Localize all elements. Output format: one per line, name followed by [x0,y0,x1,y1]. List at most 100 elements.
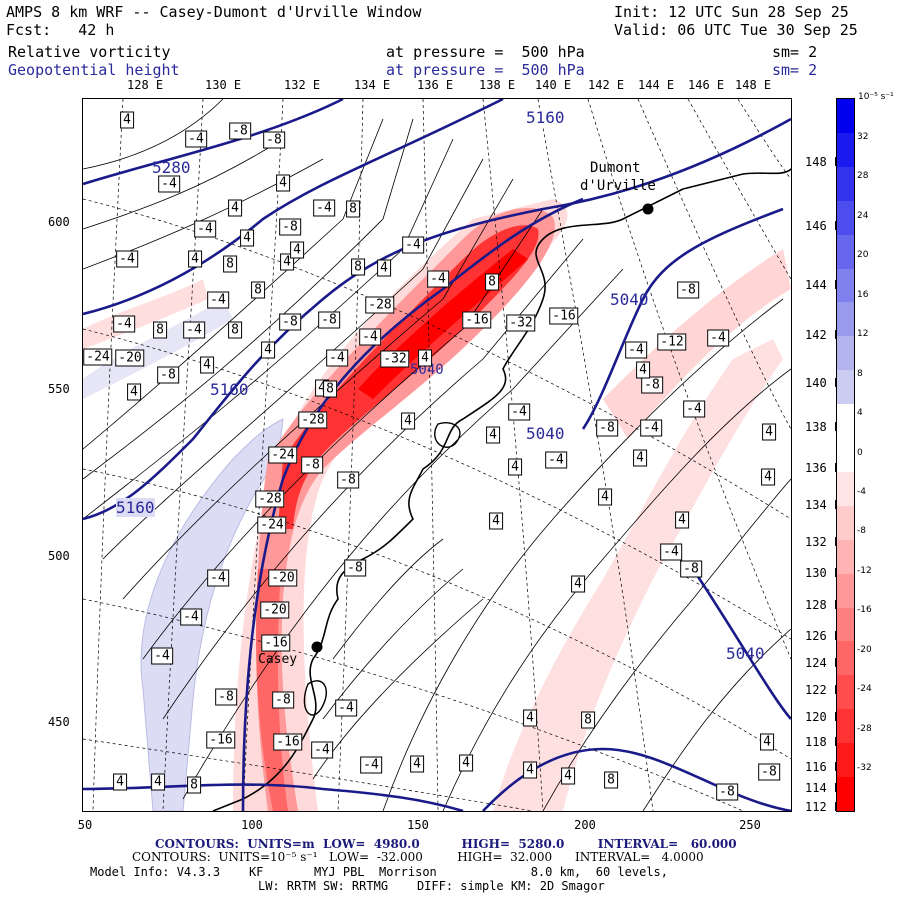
vorticity-value-label: -8 [337,471,359,489]
lon-label-right: 116 E [805,760,842,774]
colorbar-label: -8 [857,526,866,537]
vorticity-value-label: 4 [240,229,254,247]
vorticity-value-label: 4 [459,754,473,772]
lon-label-top: 128 E [127,78,164,92]
vorticity-value-label: 4 [228,199,242,217]
vorticity-value-label: 8 [323,380,337,398]
vorticity-value-label: 8 [485,273,499,291]
vorticity-value-label: -4 [508,403,530,421]
vorticity-value-label: 4 [561,767,575,785]
vorticity-value-label: -8 [263,131,285,149]
x-tick: 150 [407,818,429,832]
footer-physics-info: LW: RRTM SW: RRTMG DIFF: simple KM: 2D S… [258,879,605,893]
height-contour-label: 5160 [116,498,155,517]
vorticity-value-label: -4 [326,349,348,367]
lon-label-top: 148 E [735,78,772,92]
vorticity-value-label: -16 [261,634,291,652]
map-title: AMPS 8 km WRF -- Casey-Dumont d'Urville … [6,3,422,21]
vorticity-value-label: -28 [365,296,395,314]
colorbar-label: 20 [857,250,869,261]
lon-label-top: 140 E [535,78,572,92]
vorticity-value-label: -32 [506,314,536,332]
colorbar-swatch [837,404,854,439]
vorticity-value-label: -8 [279,313,301,331]
vorticity-value-label: -4 [359,328,381,346]
footer-model-info: Model Info: V4.3.3 KF MYJ PBL Morrison 8… [90,865,668,879]
y-tick: 450 [48,715,70,729]
vorticity-value-label: 4 [571,575,585,593]
init-time: Init: 12 UTC Sun 28 Sep 25 [614,3,849,21]
colorbar-label: 4 [857,408,863,419]
x-tick: 50 [77,818,93,832]
vorticity-value-label: 4 [151,773,165,791]
vorticity-value-label: -24 [268,446,298,464]
colorbar-swatch [837,336,854,371]
vorticity-secondary-band [256,569,288,811]
vorticity-value-label: -8 [229,122,251,140]
vorticity-value-label: 4 [489,512,503,530]
vorticity-value-label: -4 [625,341,647,359]
lon-label-right: 128 E [805,598,842,612]
vorticity-value-label: -4 [180,608,202,626]
y-tick: 600 [48,215,70,229]
vorticity-value-label: -8 [301,456,323,474]
map-panel[interactable] [82,98,792,812]
vorticity-value-label: -4 [207,291,229,309]
vorticity-value-label: -8 [344,559,366,577]
vorticity-value-label: -24 [83,348,113,366]
vorticity-value-label: -8 [157,366,179,384]
vorticity-value-label: 4 [276,174,290,192]
lon-label-right: 146 E [805,219,842,233]
colorbar-label: 32 [857,132,869,142]
vorticity-value-label: -20 [268,569,298,587]
lon-label-top: 134 E [354,78,391,92]
vorticity-value-label: 4 [486,426,500,444]
lon-label-top: 142 E [588,78,625,92]
vorticity-value-label: -16 [206,731,236,749]
colorbar-swatch [837,268,854,303]
vorticity-value-label: -16 [462,311,492,329]
vorticity-value-label: -8 [641,376,663,394]
vorticity-value-label: 8 [153,321,167,339]
colorbar-label: 0 [857,447,863,458]
colorbar-swatch [837,675,854,710]
colorbar-label: -4 [857,486,866,497]
vorticity-value-label: 4 [675,511,689,529]
valid-time: Valid: 06 UTC Tue 30 Sep 25 [614,21,858,39]
colorbar-swatch [837,641,854,676]
vorticity-value-label: 4 [636,361,650,379]
height-contour-label: 5280 [152,158,191,177]
vorticity-value-label: 4 [523,709,537,727]
colorbar [836,98,855,812]
lon-label-right: 112 E [805,800,842,814]
lon-label-right: 140 E [805,376,842,390]
field1-name: Relative vorticity [8,43,171,61]
colorbar-label: 12 [857,329,869,340]
vorticity-value-label: 8 [187,776,201,794]
vorticity-value-label: -4 [335,699,357,717]
vorticity-value-label: -8 [677,281,699,299]
vorticity-value-label: -28 [298,411,328,429]
lon-label-right: 132 E [805,535,842,549]
vorticity-value-label: 4 [290,241,304,259]
colorbar-swatch [837,166,854,202]
lon-label-right: 114 E [805,781,842,795]
vorticity-value-label: -4 [427,270,449,288]
vorticity-value-label: 4 [760,733,774,751]
casey-label: Casey [258,652,298,667]
durville-label: d'Urville [580,178,656,194]
x-tick: 100 [241,818,263,832]
footer-vorticity-contours: CONTOURS: UNITS=10⁻⁵ s⁻¹ LOW= -32.000 HI… [132,850,704,864]
vorticity-value-label: -4 [116,250,138,268]
vorticity-value-label: -32 [380,350,410,368]
coastline [434,422,461,448]
colorbar-label: -12 [857,565,872,576]
colorbar-swatch [837,709,854,744]
colorbar-label: 28 [857,171,869,182]
field1-level: at pressure = 500 hPa [386,43,585,61]
lon-label-right: 124 E [805,656,842,670]
x-tick: 200 [574,818,596,832]
vorticity-value-label: -4 [660,543,682,561]
colorbar-label: 8 [857,368,863,379]
lon-label-top: 136 E [417,78,454,92]
